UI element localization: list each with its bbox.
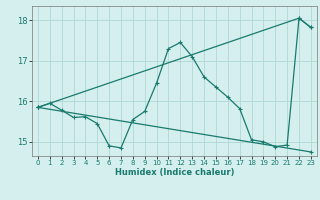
X-axis label: Humidex (Indice chaleur): Humidex (Indice chaleur): [115, 168, 234, 177]
